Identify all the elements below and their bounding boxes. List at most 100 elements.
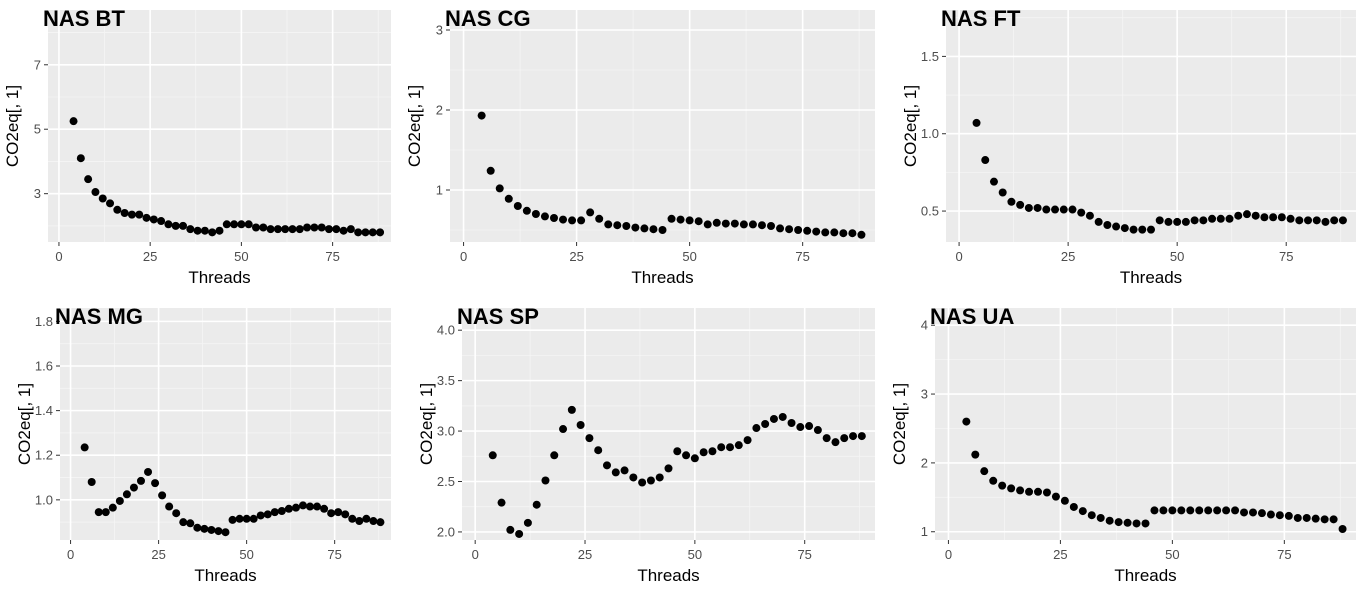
- data-point: [1096, 513, 1105, 522]
- data-point: [812, 227, 821, 236]
- x-tick-label: 25: [578, 547, 592, 562]
- data-point: [256, 511, 265, 520]
- data-point: [1051, 492, 1060, 501]
- data-point: [1295, 216, 1304, 225]
- data-point: [249, 514, 258, 523]
- data-point: [144, 467, 153, 476]
- x-tick-label: 0: [460, 249, 467, 264]
- data-point: [1251, 211, 1260, 220]
- plot-background: [60, 308, 391, 540]
- data-point: [1155, 216, 1164, 225]
- x-axis-title: Threads: [631, 268, 693, 287]
- data-point: [228, 515, 237, 524]
- y-tick-label: 5: [34, 122, 41, 137]
- y-tick-label: 1: [436, 183, 443, 198]
- y-axis-title: CO2eq[, 1]: [15, 383, 34, 465]
- y-tick-label: 3: [34, 186, 41, 201]
- data-point: [129, 483, 138, 492]
- data-point: [620, 466, 629, 475]
- y-tick-label: 2: [436, 103, 443, 118]
- y-tick-label: 2.0: [437, 524, 455, 539]
- data-point: [1085, 211, 1094, 220]
- x-tick-label: 25: [1061, 249, 1075, 264]
- data-point: [857, 230, 866, 239]
- data-point: [972, 118, 981, 127]
- data-point: [200, 524, 209, 533]
- data-point: [1077, 208, 1086, 217]
- data-point: [306, 502, 315, 511]
- data-point: [849, 432, 858, 441]
- data-point: [1186, 506, 1195, 515]
- data-point: [1284, 511, 1293, 520]
- x-tick-label: 0: [67, 547, 74, 562]
- data-point: [631, 223, 640, 232]
- data-point: [242, 514, 251, 523]
- data-point: [288, 225, 297, 234]
- data-point: [1042, 205, 1051, 214]
- chart-panel: 0 25 50 75 3 5 7 Threads CO2eq[, 1] NAS BT: [3, 6, 391, 287]
- x-tick-label: 75: [795, 249, 809, 264]
- data-point: [237, 220, 246, 229]
- chart-panel: 0 25 50 75 0.5 1.0 1.5 Threads CO2eq[, 1] NAS FT: [901, 6, 1356, 287]
- data-point: [813, 426, 822, 435]
- data-point: [640, 224, 649, 233]
- x-tick-label: 0: [472, 547, 479, 562]
- panel-title: NAS BT: [43, 6, 125, 31]
- y-axis-title: CO2eq[, 1]: [405, 85, 424, 167]
- data-point: [541, 476, 550, 485]
- data-point: [259, 223, 268, 232]
- data-point: [1208, 214, 1217, 223]
- data-point: [361, 228, 370, 237]
- data-point: [748, 220, 757, 229]
- data-point: [1234, 211, 1243, 220]
- data-point: [369, 517, 378, 526]
- y-tick-label: 4.0: [437, 323, 455, 338]
- data-point: [165, 502, 174, 511]
- data-point: [531, 210, 540, 218]
- data-point: [1016, 486, 1025, 495]
- data-point: [1016, 200, 1025, 209]
- data-point: [1025, 487, 1034, 496]
- data-point: [348, 514, 357, 523]
- data-point: [486, 166, 495, 175]
- chart-panel: 0 25 50 75 2.0 2.5 3.0 3.5 4.0 Threads CO2eq[, 1] N…: [417, 304, 875, 585]
- data-point: [567, 405, 576, 414]
- data-point: [611, 468, 620, 477]
- data-point: [794, 226, 803, 234]
- data-point: [1269, 213, 1278, 222]
- x-tick-label: 0: [55, 249, 62, 264]
- y-axis-title: CO2eq[, 1]: [3, 85, 22, 167]
- data-point: [778, 412, 787, 421]
- y-tick-label: 3: [921, 387, 928, 402]
- data-point: [1320, 515, 1329, 524]
- data-point: [840, 434, 849, 443]
- y-tick-label: 1: [921, 524, 928, 539]
- data-point: [149, 215, 158, 224]
- data-point: [327, 509, 336, 518]
- data-point: [1204, 506, 1213, 515]
- data-point: [277, 507, 286, 515]
- data-point: [127, 210, 136, 219]
- x-tick-label: 75: [1279, 249, 1293, 264]
- data-point: [1177, 506, 1186, 515]
- data-point: [690, 454, 699, 463]
- data-point: [550, 451, 559, 460]
- data-point: [158, 491, 167, 500]
- data-point: [769, 414, 778, 423]
- data-point: [291, 503, 300, 512]
- data-point: [604, 220, 613, 229]
- chart-panel: 0 25 50 75 1.0 1.2 1.4 1.6 1.8 Threads CO2eq[, 1] N…: [15, 304, 391, 585]
- x-tick-label: 0: [945, 547, 952, 562]
- data-point: [1321, 217, 1330, 226]
- plot-background: [450, 10, 875, 242]
- data-point: [685, 216, 694, 225]
- data-point: [1173, 217, 1182, 226]
- data-point: [1338, 216, 1347, 225]
- data-point: [1225, 214, 1234, 223]
- data-point: [1051, 205, 1060, 214]
- data-point: [629, 473, 638, 482]
- x-tick-label: 25: [143, 249, 157, 264]
- data-point: [495, 184, 504, 193]
- data-point: [998, 188, 1007, 197]
